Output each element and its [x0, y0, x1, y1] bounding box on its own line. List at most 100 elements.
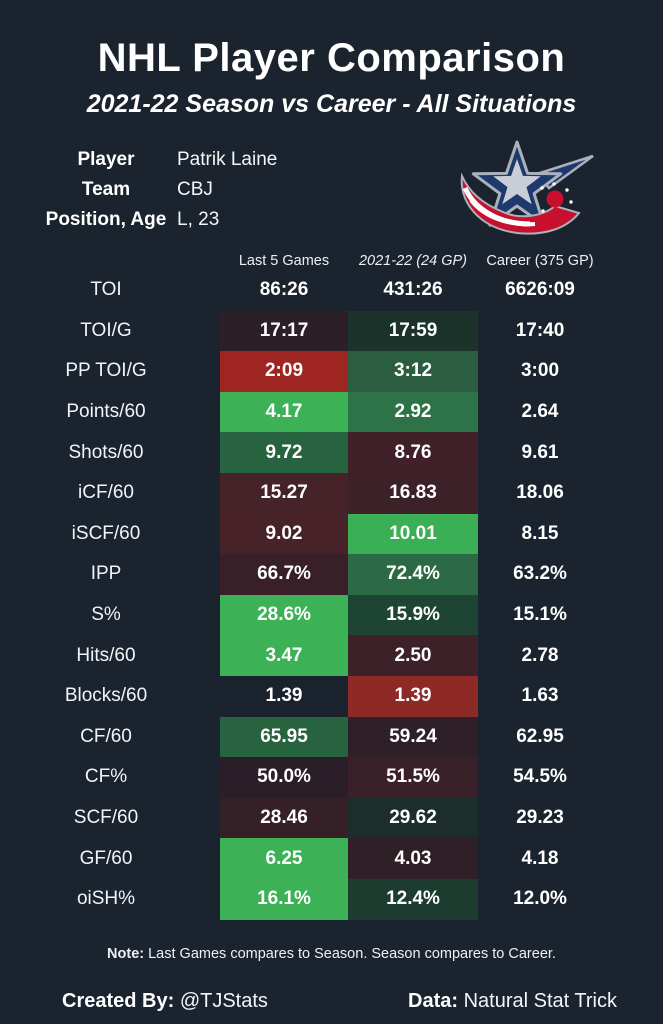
- career-value: 15.1%: [513, 604, 567, 626]
- player-name-row: Player Patrik Laine: [0, 145, 663, 175]
- column-header-last5: Last 5 Games: [238, 253, 330, 269]
- career-value: 1.63: [521, 685, 559, 707]
- last5-value: 9.72: [220, 432, 348, 473]
- created-by: Created By: @TJStats: [62, 990, 268, 1013]
- page-subtitle: 2021-22 Season vs Career - All Situation…: [86, 90, 577, 118]
- season-value: 51.5%: [348, 757, 478, 798]
- last5-value: 3.47: [220, 635, 348, 676]
- table-row: GF/60 6.25 4.03 4.18: [0, 838, 663, 879]
- footnote-label: Note:: [107, 946, 145, 962]
- last5-value: 28.6%: [220, 594, 348, 636]
- last5-value: 50.0%: [220, 757, 348, 798]
- career-value: 54.5%: [513, 766, 567, 788]
- table-row: CF/60 65.95 59.24 62.95: [0, 716, 663, 758]
- player-position-row: Position, Age L, 23: [0, 205, 663, 235]
- player-name-value: Patrik Laine: [177, 149, 278, 170]
- table-row: Shots/60 9.72 8.76 9.61: [0, 432, 663, 473]
- career-value: 2.64: [521, 401, 559, 423]
- column-header-season: 2021-22 (24 GP): [358, 253, 467, 269]
- last5-value: 16.1%: [220, 878, 348, 920]
- season-value: 12.4%: [348, 878, 478, 920]
- table-row: CF% 50.0% 51.5% 54.5%: [0, 757, 663, 798]
- career-value: 17:40: [515, 319, 565, 341]
- career-value: 8.15: [521, 522, 559, 544]
- last5-value: 15.27: [220, 472, 348, 514]
- stat-label: CF%: [84, 766, 128, 788]
- player-team-row: Team CBJ: [0, 175, 663, 205]
- career-value: 9.61: [521, 441, 559, 463]
- stat-label: TOI: [90, 279, 122, 301]
- stat-label: iSCF/60: [71, 522, 141, 544]
- footnote: Note: Last Games compares to Season. Sea…: [0, 946, 663, 962]
- player-info-block: Player Patrik Laine Team CBJ Position, A…: [0, 145, 663, 235]
- data-source-value: Natural Stat Trick: [458, 990, 617, 1012]
- data-source: Data: Natural Stat Trick: [408, 990, 617, 1013]
- stat-label: Hits/60: [76, 644, 136, 666]
- career-value: 2.78: [521, 644, 559, 666]
- career-value: 18.06: [516, 482, 564, 504]
- career-value: 4.18: [521, 847, 559, 869]
- table-row: PP TOI/G 2:09 3:12 3:00: [0, 351, 663, 392]
- stat-label: Points/60: [66, 401, 146, 423]
- page-title: NHL Player Comparison: [97, 36, 566, 80]
- table-row: S% 28.6% 15.9% 15.1%: [0, 594, 663, 636]
- stat-label: IPP: [90, 563, 122, 585]
- season-value: 15.9%: [348, 594, 478, 636]
- table-row: TOI/G 17:17 17:59 17:40: [0, 310, 663, 352]
- credits-bar: Created By: @TJStats Data: Natural Stat …: [0, 990, 663, 1016]
- stat-label: PP TOI/G: [65, 360, 147, 382]
- career-value: 3:00: [520, 360, 560, 382]
- table-row: oiSH% 16.1% 12.4% 12.0%: [0, 878, 663, 920]
- last5-value: 17:17: [220, 310, 348, 352]
- last5-value: 2:09: [220, 351, 348, 392]
- table-column-headers: Last 5 Games 2021-22 (24 GP) Career (375…: [0, 251, 663, 271]
- player-label: Player: [77, 149, 135, 170]
- stat-label: iCF/60: [78, 482, 134, 504]
- career-value: 29.23: [516, 807, 564, 829]
- team-value: CBJ: [177, 179, 213, 200]
- season-value: 59.24: [348, 716, 478, 758]
- footnote-text: Last Games compares to Season. Season co…: [144, 946, 556, 962]
- table-row: Points/60 4.17 2.92 2.64: [0, 391, 663, 433]
- career-value: 6626:09: [505, 279, 575, 301]
- last5-value: 4.17: [220, 391, 348, 433]
- career-value: 12.0%: [513, 888, 567, 910]
- table-row: iCF/60 15.27 16.83 18.06: [0, 472, 663, 514]
- stat-label: Blocks/60: [64, 685, 148, 707]
- columbus-blue-jackets-logo-icon: [460, 140, 594, 235]
- season-value: 2.92: [348, 391, 478, 433]
- position-age-label: Position, Age: [45, 209, 167, 230]
- last5-value: 6.25: [220, 838, 348, 879]
- table-row: Hits/60 3.47 2.50 2.78: [0, 635, 663, 676]
- career-value: 63.2%: [513, 563, 567, 585]
- table-row: iSCF/60 9.02 10.01 8.15: [0, 513, 663, 555]
- stat-label: Shots/60: [68, 441, 144, 463]
- season-value: 16.83: [348, 472, 478, 514]
- stat-label: CF/60: [80, 725, 132, 747]
- season-value: 10.01: [348, 513, 478, 555]
- career-value: 62.95: [516, 725, 564, 747]
- position-age-value: L, 23: [177, 209, 220, 230]
- last5-value: 66.7%: [220, 554, 348, 595]
- stat-label: oiSH%: [76, 888, 136, 910]
- table-row: TOI 86:26 431:26 6626:09: [0, 270, 663, 311]
- table-row: IPP 66.7% 72.4% 63.2%: [0, 554, 663, 595]
- stat-label: TOI/G: [80, 319, 132, 341]
- last5-value: 28.46: [220, 797, 348, 839]
- table-row: Blocks/60 1.39 1.39 1.63: [0, 675, 663, 717]
- last5-value: 1.39: [220, 675, 348, 717]
- table-row: SCF/60 28.46 29.62 29.23: [0, 797, 663, 839]
- team-label: Team: [81, 179, 131, 200]
- season-value: 72.4%: [348, 554, 478, 595]
- stat-label: SCF/60: [73, 807, 139, 829]
- season-value: 2.50: [348, 635, 478, 676]
- created-by-label: Created By:: [62, 990, 175, 1012]
- stat-rows: TOI 86:26 431:26 6626:09 TOI/G 17:17 17:59 17:4…: [0, 270, 663, 920]
- created-by-handle: @TJStats: [174, 990, 268, 1012]
- last5-value: 86:26: [259, 279, 309, 301]
- season-value: 8.76: [348, 432, 478, 473]
- season-value: 431:26: [383, 279, 443, 301]
- data-source-label: Data:: [408, 990, 459, 1012]
- last5-value: 9.02: [220, 513, 348, 555]
